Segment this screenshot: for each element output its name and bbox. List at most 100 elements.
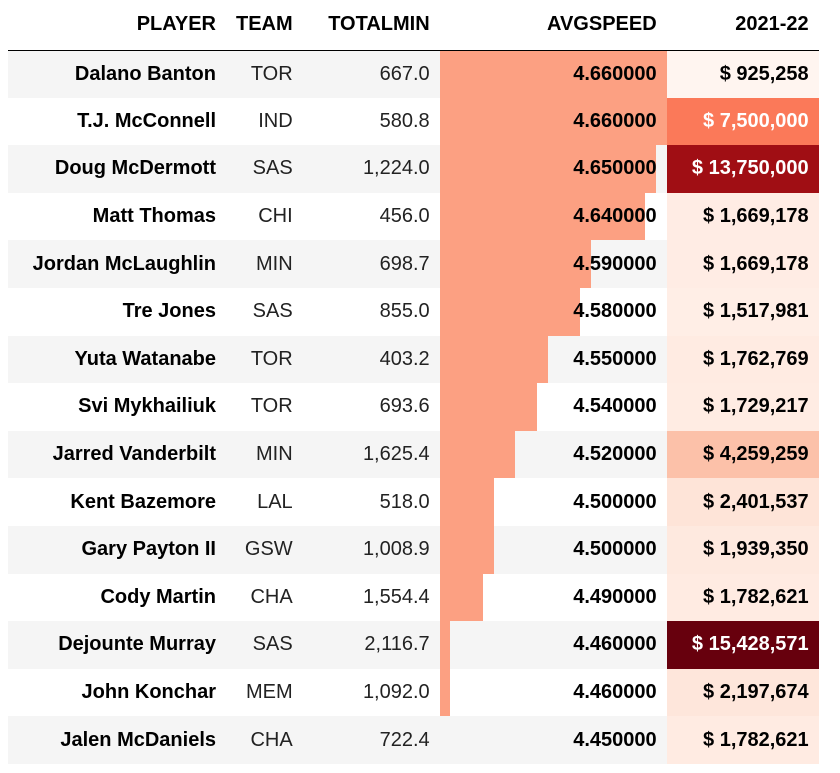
header-totalmin: TOTALMIN [302,0,440,51]
player-cell: Jarred Vanderbilt [52,443,216,466]
player-cell: John Konchar [81,681,216,704]
avgspeed-cell: 4.650000 [439,145,667,193]
totalmin-cell: 698.7 [379,252,430,275]
totalmin-cell: 722.4 [379,728,430,751]
avgspeed-bar [439,525,494,574]
avgspeed-value: 4.660000 [573,62,657,85]
player-cell: T.J. McConnell [77,109,216,132]
salary-cell: $ 925,258 [666,50,819,98]
team-cell: SAS [252,157,293,180]
totalmin-cell: 1,008.9 [362,538,430,561]
team-cell: CHA [250,728,293,751]
player-cell: Cody Martin [100,585,216,608]
avgspeed-bar [439,145,656,193]
salary-cell: $ 13,750,000 [666,145,819,193]
avgspeed-bar [439,621,451,669]
avgspeed-cell: 4.520000 [439,430,667,479]
avgspeed-value: 4.580000 [573,300,657,323]
avgspeed-value: 4.500000 [573,490,657,513]
totalmin-cell: 518.0 [379,490,430,513]
avgspeed-bar [439,97,667,146]
avgspeed-value: 4.460000 [573,681,657,704]
avgspeed-bar [439,192,646,241]
avgspeed-value: 4.550000 [573,347,657,370]
salary-cell: $ 1,762,769 [666,335,819,384]
avgspeed-cell: 4.660000 [439,97,667,146]
totalmin-cell: 667.0 [379,62,430,85]
avgspeed-value: 4.540000 [573,395,657,418]
totalmin-cell: 403.2 [379,347,430,370]
team-cell: MIN [256,252,293,275]
avgspeed-value: 4.500000 [573,538,657,561]
team-cell: TOR [250,347,293,370]
salary-cell: $ 1,782,621 [666,716,819,764]
team-cell: SAS [252,300,293,323]
table-row: Gary Payton II GSW 1,008.9 4.500000 $ 1,939,… [8,525,819,574]
team-cell: TOR [250,62,293,85]
header-team: TEAM [226,0,303,51]
stats-table: PLAYER TEAM TOTALMIN AVGSPEED 2021-22 Da… [8,0,819,764]
totalmin-cell: 580.8 [379,109,430,132]
table-row: Kent Bazemore LAL 518.0 4.500000 $ 2,401,537 [8,478,819,526]
salary-cell: $ 1,669,178 [666,240,819,288]
avgspeed-value: 4.520000 [573,443,657,466]
avgspeed-bar [439,383,537,431]
table-body: Dalano Banton TOR 667.0 4.660000 $ 925,258 T.… [8,50,819,764]
player-cell: Tre Jones [122,300,216,323]
header-avgspeed: AVGSPEED [439,0,667,51]
table-row: Jordan McLaughlin MIN 698.7 4.590000 $ 1,669… [8,240,819,288]
table-row: Svi Mykhailiuk TOR 693.6 4.540000 $ 1,729,21… [8,383,819,431]
header-salary: 2021-22 [666,0,819,51]
avgspeed-bar [439,240,591,288]
avgspeed-bar [439,335,548,384]
avgspeed-bar [439,668,451,717]
avgspeed-value: 4.460000 [573,633,657,656]
totalmin-cell: 1,092.0 [362,681,430,704]
team-cell: IND [258,109,293,132]
salary-cell: $ 1,669,178 [666,192,819,241]
player-cell: Kent Bazemore [70,490,216,513]
avgspeed-cell: 4.550000 [439,335,667,384]
salary-cell: $ 4,259,259 [666,430,819,479]
table-row: T.J. McConnell IND 580.8 4.660000 $ 7,500,00… [8,97,819,146]
avgspeed-bar [439,573,483,622]
salary-cell: $ 2,401,537 [666,478,819,526]
table-row: Matt Thomas CHI 456.0 4.640000 $ 1,669,178 [8,192,819,241]
team-cell: TOR [250,395,293,418]
avgspeed-cell: 4.500000 [439,525,667,574]
avgspeed-cell: 4.660000 [439,50,667,98]
avgspeed-value: 4.640000 [573,205,657,228]
table-row: Jarred Vanderbilt MIN 1,625.4 4.520000 $ 4,2… [8,430,819,479]
salary-cell: $ 15,428,571 [666,621,819,669]
team-cell: SAS [252,633,293,656]
avgspeed-cell: 4.500000 [439,478,667,526]
player-cell: Matt Thomas [92,205,216,228]
avgspeed-value: 4.650000 [573,157,657,180]
totalmin-cell: 456.0 [379,205,430,228]
totalmin-cell: 2,116.7 [364,633,430,656]
totalmin-cell: 855.0 [379,300,430,323]
avgspeed-cell: 4.460000 [439,621,667,669]
totalmin-cell: 1,625.4 [362,443,430,466]
player-cell: Jordan McLaughlin [32,252,216,275]
team-cell: CHI [258,205,293,228]
avgspeed-bar [439,478,494,526]
salary-cell: $ 1,939,350 [666,525,819,574]
totalmin-cell: 1,224.0 [362,157,430,180]
avgspeed-cell: 4.450000 [440,716,667,764]
team-cell: MIN [256,443,293,466]
avgspeed-cell: 4.580000 [439,287,667,336]
totalmin-cell: 1,554.4 [362,585,430,608]
table-row: Yuta Watanabe TOR 403.2 4.550000 $ 1,762,769 [8,335,819,384]
player-cell: Yuta Watanabe [74,347,216,370]
totalmin-cell: 693.6 [379,395,430,418]
team-cell: GSW [244,538,293,561]
avgspeed-cell: 4.540000 [439,383,667,431]
avgspeed-cell: 4.590000 [439,240,667,288]
player-cell: Doug McDermott [54,157,216,180]
header-row: PLAYER TEAM TOTALMIN AVGSPEED 2021-22 [8,0,819,51]
avgspeed-bar [439,287,581,336]
salary-cell: $ 1,517,981 [666,287,819,336]
player-cell: Dejounte Murray [58,633,216,656]
table-row: Dejounte Murray SAS 2,116.7 4.460000 $ 15,42… [8,621,819,669]
